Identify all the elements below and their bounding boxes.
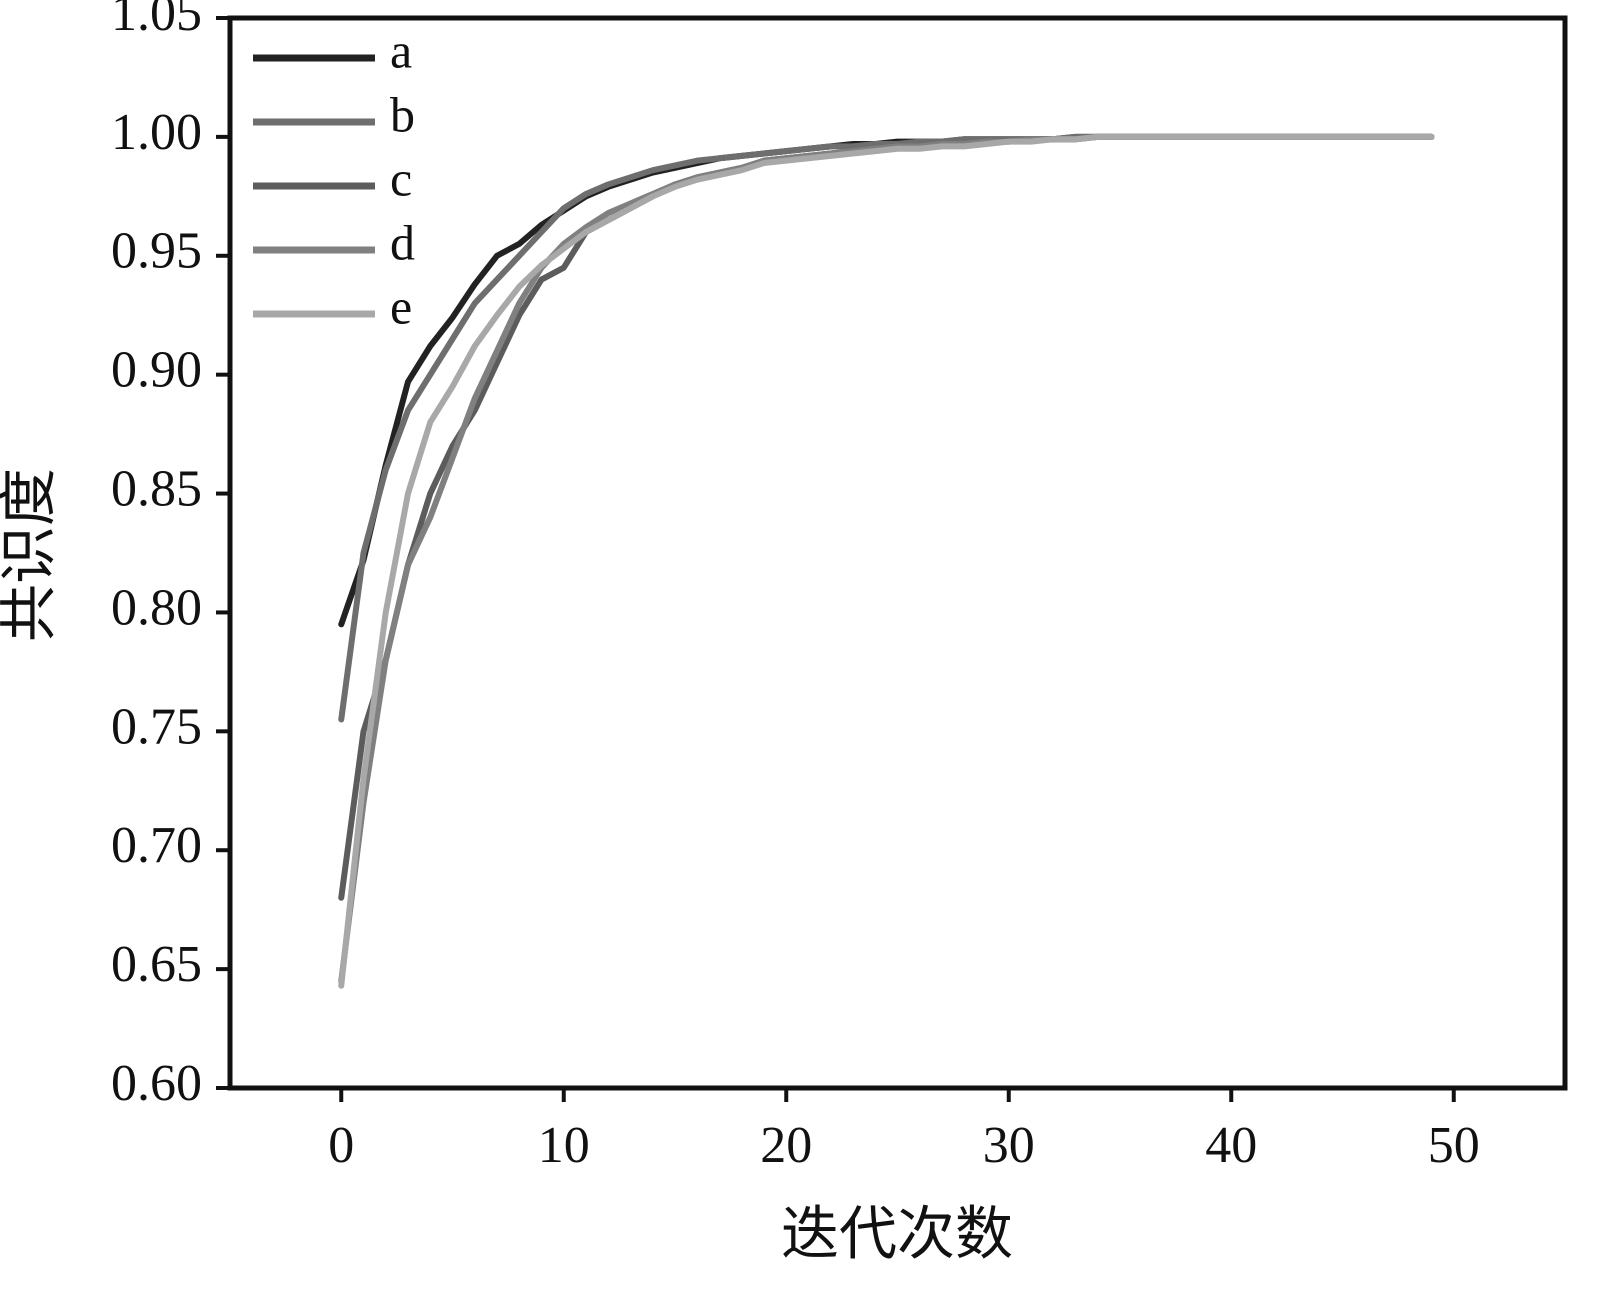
legend-label: b bbox=[390, 86, 415, 142]
legend-label: c bbox=[390, 150, 412, 206]
x-tick-label: 40 bbox=[1205, 1117, 1257, 1174]
y-tick-label: 0.90 bbox=[111, 342, 202, 399]
series-line bbox=[338, 133, 1435, 989]
plot-frame bbox=[227, 15, 1568, 1091]
x-tick-label: 10 bbox=[538, 1117, 590, 1174]
y-tick-label: 0.80 bbox=[111, 579, 202, 636]
legend-label: a bbox=[390, 22, 412, 78]
y-tick-label: 0.65 bbox=[111, 936, 202, 993]
x-axis-label: 迭代次数 bbox=[781, 1201, 1013, 1266]
legend-label: d bbox=[390, 214, 415, 270]
series-line bbox=[338, 133, 1435, 984]
y-tick-label: 0.85 bbox=[111, 460, 202, 517]
legend-label: e bbox=[390, 278, 412, 334]
y-tick-label: 0.60 bbox=[111, 1055, 202, 1112]
y-axis-label: 共识度 bbox=[0, 468, 61, 642]
x-tick-label: 20 bbox=[760, 1117, 812, 1174]
y-tick-label: 1.00 bbox=[111, 104, 202, 161]
series-line bbox=[338, 133, 1435, 628]
y-tick-label: 0.95 bbox=[111, 223, 202, 280]
x-tick-label: 50 bbox=[1428, 1117, 1480, 1174]
y-tick-label: 1.05 bbox=[111, 0, 202, 42]
x-tick-label: 0 bbox=[328, 1117, 354, 1174]
y-tick-label: 0.70 bbox=[111, 817, 202, 874]
series-line bbox=[338, 133, 1435, 723]
y-tick-label: 0.75 bbox=[111, 698, 202, 755]
x-tick-label: 30 bbox=[983, 1117, 1035, 1174]
